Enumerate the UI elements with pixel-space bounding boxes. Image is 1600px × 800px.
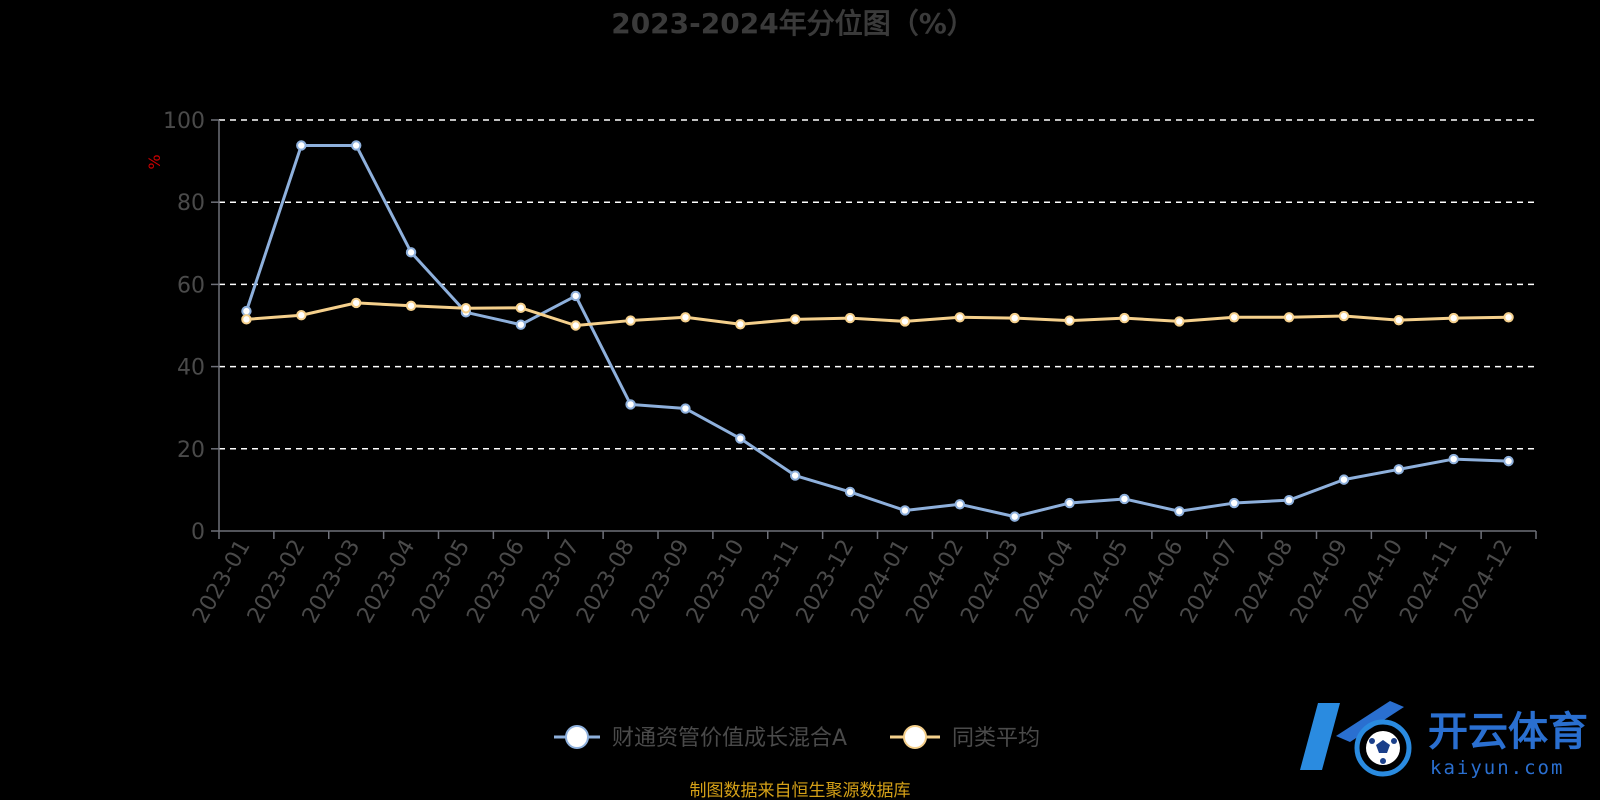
data-point-series-0[interactable] xyxy=(954,499,966,510)
data-point-series-1[interactable] xyxy=(1448,312,1459,324)
data-point-series-0[interactable] xyxy=(1119,493,1130,505)
data-point-series-0[interactable] xyxy=(680,403,691,414)
y-tick-label: 80 xyxy=(177,191,205,216)
legend-label-fund: 财通资管价值成长混合A xyxy=(612,726,847,751)
y-tick-label: 40 xyxy=(177,356,205,381)
data-point-series-0[interactable] xyxy=(1174,506,1185,517)
data-point-series-0[interactable] xyxy=(1393,464,1405,475)
legend-item-fund[interactable]: 财通资管价值成长混合A xyxy=(554,725,847,751)
data-point-series-1[interactable] xyxy=(899,316,911,327)
data-point-series-0[interactable] xyxy=(844,486,856,498)
watermark-domain: kaiyun.com xyxy=(1430,757,1564,779)
data-point-series-0[interactable] xyxy=(789,470,801,481)
data-point-series-0[interactable] xyxy=(1338,474,1350,485)
data-point-series-1[interactable] xyxy=(1338,310,1350,322)
data-point-series-0[interactable] xyxy=(1283,494,1295,506)
chart-title: 2023-2024年分位图（%） xyxy=(611,7,975,40)
data-point-series-1[interactable] xyxy=(1119,312,1130,324)
grid-lines xyxy=(219,119,1536,450)
legend-item-average[interactable]: 同类平均 xyxy=(890,725,1040,751)
data-point-series-1[interactable] xyxy=(1228,312,1240,323)
data-point-series-1[interactable] xyxy=(1393,314,1405,326)
data-point-series-0[interactable] xyxy=(1009,511,1020,522)
data-point-series-1[interactable] xyxy=(350,297,362,309)
data-point-series-1[interactable] xyxy=(296,310,307,321)
y-tick-label: 100 xyxy=(163,109,205,134)
data-point-series-1[interactable] xyxy=(1009,312,1020,324)
source-note: 制图数据来自恒生聚源数据库 xyxy=(690,781,911,800)
data-point-series-0[interactable] xyxy=(241,305,252,317)
series-line-1 xyxy=(246,301,1509,327)
data-point-series-0[interactable] xyxy=(1448,453,1459,465)
data-point-series-1[interactable] xyxy=(1174,316,1185,327)
legend-marker-fund xyxy=(565,725,589,749)
y-axis-unit-label: % xyxy=(145,154,164,169)
data-point-series-0[interactable] xyxy=(899,505,911,516)
y-tick-label: 60 xyxy=(177,273,205,298)
data-point-series-0[interactable] xyxy=(515,319,527,330)
data-point-series-1[interactable] xyxy=(515,302,527,314)
legend-marker-average xyxy=(903,725,927,749)
series-line-0 xyxy=(245,143,1509,519)
k-soccer-ball-logo-icon xyxy=(1300,701,1412,777)
data-point-series-1[interactable] xyxy=(405,300,417,311)
data-point-series-0[interactable] xyxy=(1064,497,1075,509)
data-point-series-0[interactable] xyxy=(405,247,417,258)
legend[interactable]: 财通资管价值成长混合A 同类平均 xyxy=(554,725,1040,751)
series-layer xyxy=(241,140,1514,522)
data-point-series-0[interactable] xyxy=(735,433,746,444)
data-point-series-1[interactable] xyxy=(1064,315,1075,326)
y-axis: 0 20 40 60 80 100 xyxy=(163,109,220,545)
x-axis: 2023-012023-022023-032023-042023-052023-… xyxy=(188,530,1537,628)
data-point-series-1[interactable] xyxy=(1503,312,1514,323)
data-point-series-1[interactable] xyxy=(680,312,691,323)
data-point-series-1[interactable] xyxy=(625,315,636,326)
data-point-series-1[interactable] xyxy=(241,314,252,325)
data-point-series-1[interactable] xyxy=(570,320,581,331)
data-point-series-0[interactable] xyxy=(625,399,636,410)
data-point-series-1[interactable] xyxy=(735,319,746,330)
y-tick-label: 20 xyxy=(177,438,205,463)
data-point-series-0[interactable] xyxy=(1228,497,1240,509)
legend-label-average: 同类平均 xyxy=(952,726,1040,751)
data-point-series-0[interactable] xyxy=(570,290,581,302)
data-point-series-1[interactable] xyxy=(789,314,801,325)
watermark-logo: 开云体育 kaiyun.com xyxy=(1300,701,1588,779)
data-point-series-1[interactable] xyxy=(460,303,472,314)
data-point-series-1[interactable] xyxy=(844,312,856,324)
data-point-series-0[interactable] xyxy=(296,140,307,151)
data-point-series-0[interactable] xyxy=(350,140,362,151)
y-tick-label: 0 xyxy=(191,520,205,545)
data-point-series-0[interactable] xyxy=(1503,455,1514,467)
data-point-series-1[interactable] xyxy=(954,312,966,323)
watermark-brand: 开云体育 xyxy=(1428,709,1588,755)
data-point-series-1[interactable] xyxy=(1283,312,1295,323)
